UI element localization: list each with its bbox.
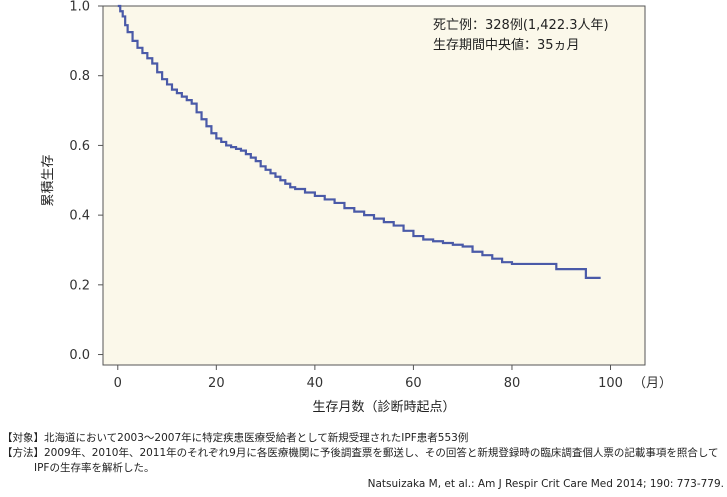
y-tick-label: 1.0 xyxy=(69,0,90,15)
y-tick-label: 0.0 xyxy=(69,348,90,363)
y-axis-title: 累積生存 xyxy=(41,154,56,206)
y-tick-label: 0.4 xyxy=(69,209,90,224)
x-tick-label: 20 xyxy=(208,376,225,391)
x-axis-title: 生存月数（診断時起点） xyxy=(312,399,455,415)
y-axis: 0.0 0.2 0.4 0.6 0.8 1.0 xyxy=(69,0,103,363)
x-axis-unit: （月） xyxy=(633,376,672,391)
plot-area xyxy=(102,5,646,366)
x-tick-label: 40 xyxy=(307,376,324,391)
citation: Natsuizaka M, et al.: Am J Respir Crit C… xyxy=(367,478,724,490)
x-axis: 0 20 40 60 80 100 xyxy=(114,365,623,391)
x-tick-label: 60 xyxy=(405,376,422,391)
note-target: 【対象】北海道において2003～2007年に特定疾患医療受給者として新規受理され… xyxy=(2,432,469,444)
x-tick-label: 0 xyxy=(114,376,122,391)
annotation-median-survival: 生存期間中央値：35ヵ月 xyxy=(433,37,580,53)
note-method: 【方法】2009年、2010年、2011年のそれぞれ9月に各医療機関に予後調査票… xyxy=(2,447,719,459)
survival-chart: 0.0 0.2 0.4 0.6 0.8 1.0 0 20 40 60 80 100 （月） 生存月数… xyxy=(41,0,672,415)
y-tick-label: 0.8 xyxy=(69,69,90,84)
note-method-continued: IPFの生存率を解析した。 xyxy=(34,462,155,474)
survival-curve xyxy=(117,4,601,279)
annotation-deaths: 死亡例：328例(1,422.3人年) xyxy=(433,18,609,33)
y-tick-label: 0.6 xyxy=(69,139,90,154)
x-tick-label: 100 xyxy=(598,376,623,391)
study-notes: 【対象】北海道において2003～2007年に特定疾患医療受給者として新規受理され… xyxy=(2,431,726,476)
x-tick-label: 80 xyxy=(504,376,521,391)
y-tick-label: 0.2 xyxy=(69,278,90,293)
